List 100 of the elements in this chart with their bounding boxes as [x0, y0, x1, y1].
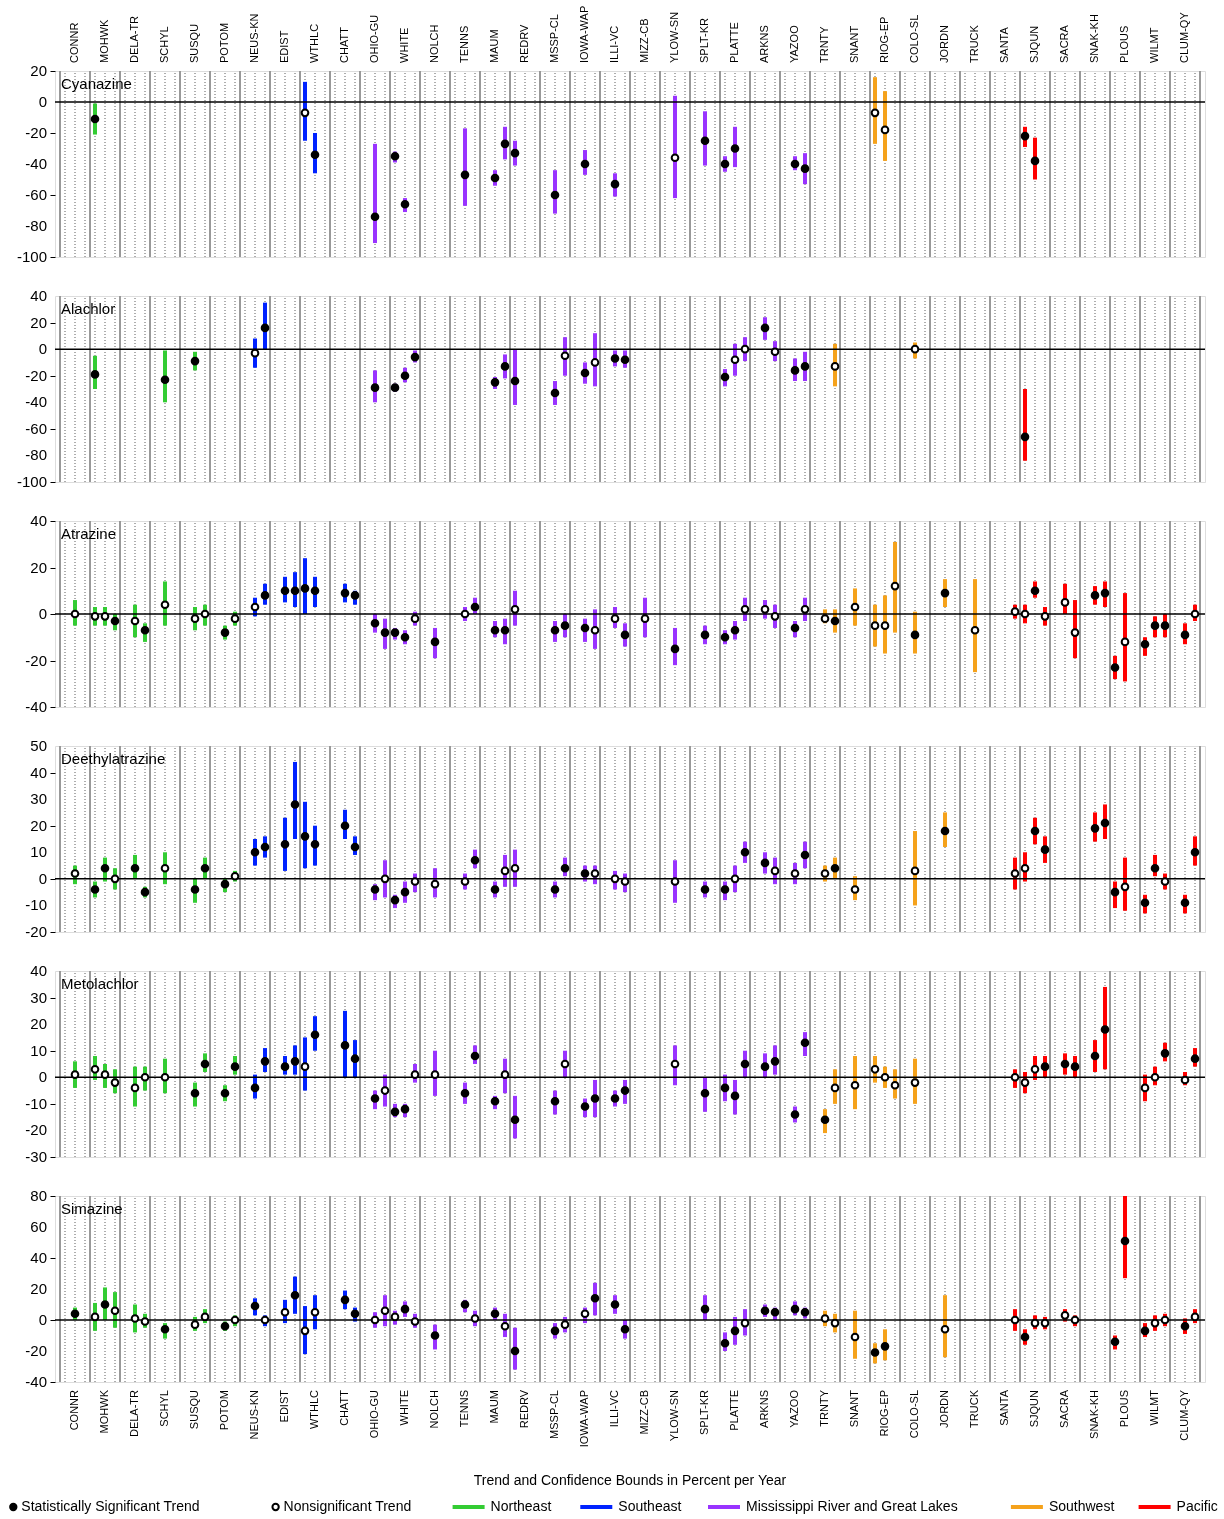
x-tick-label: SPLT-KR — [698, 1389, 710, 1436]
point — [510, 376, 520, 386]
x-tick-label: SNANT — [848, 25, 860, 63]
point — [1180, 630, 1190, 640]
x-tick-label: JORDN — [938, 25, 950, 63]
point — [430, 879, 440, 889]
point — [1020, 131, 1030, 141]
x-tick-label: SNAK-KH — [1088, 14, 1100, 63]
point — [110, 1306, 120, 1316]
point — [790, 869, 800, 878]
point — [1140, 898, 1150, 908]
point — [260, 1057, 270, 1066]
x-tick-label: SANTA — [998, 26, 1010, 63]
point — [90, 885, 100, 894]
point — [130, 863, 140, 873]
point — [190, 614, 200, 623]
point — [560, 351, 570, 361]
point — [400, 199, 410, 209]
x-tick-label: ARKNS — [758, 1390, 770, 1428]
legend-label: Nonsignificant Trend — [283, 1498, 412, 1514]
point — [410, 1070, 420, 1079]
point — [1190, 1054, 1200, 1063]
point — [670, 1059, 680, 1069]
point — [1030, 826, 1040, 836]
point — [370, 1094, 380, 1103]
point — [1070, 628, 1080, 637]
point — [720, 885, 730, 894]
x-tick-label: OHIO-GU — [368, 14, 380, 63]
point — [510, 148, 520, 158]
point — [1040, 1062, 1050, 1071]
point — [590, 1094, 600, 1103]
x-tick-label: YAZOO — [788, 1389, 800, 1428]
bar — [463, 128, 467, 206]
point — [1180, 898, 1190, 908]
x-tick-label: DELA-TR — [128, 1389, 140, 1438]
point — [940, 826, 950, 836]
x-tick-label: REDRV — [518, 24, 530, 63]
x-tick-label: MOHWK — [98, 1389, 110, 1434]
point — [290, 1290, 300, 1300]
point — [830, 362, 840, 371]
point — [100, 1300, 110, 1309]
x-tick-label: REDRV — [518, 1389, 530, 1429]
point — [730, 1326, 740, 1336]
point — [340, 821, 350, 831]
y-tick-label: -20 — [25, 366, 47, 384]
point — [910, 630, 920, 640]
point — [1060, 1059, 1070, 1069]
point — [880, 1072, 890, 1082]
point — [280, 586, 290, 596]
point — [460, 170, 470, 180]
point — [160, 863, 170, 873]
point — [340, 1295, 350, 1305]
point — [1110, 887, 1120, 897]
point — [470, 1314, 480, 1323]
point — [190, 356, 200, 366]
point — [830, 1318, 840, 1328]
point — [70, 609, 80, 619]
point — [1110, 663, 1120, 672]
point — [190, 1320, 200, 1329]
x-tick-label: TRNTY — [818, 1389, 830, 1427]
point — [790, 1110, 800, 1119]
point — [380, 628, 390, 637]
point — [770, 347, 780, 357]
point — [800, 164, 810, 173]
y-tick-label: 60 — [30, 1218, 47, 1235]
point — [560, 621, 570, 630]
point — [730, 1091, 740, 1101]
point — [970, 625, 980, 635]
point — [500, 362, 510, 371]
y-tick-label: -10 — [25, 1094, 47, 1112]
point — [90, 1065, 100, 1074]
point — [460, 1300, 470, 1309]
x-tick-label: CONNR — [68, 22, 80, 63]
point — [590, 358, 600, 367]
point — [380, 1306, 390, 1316]
point — [700, 136, 710, 146]
point — [820, 614, 830, 623]
chart-title: Metolachlor — [61, 975, 139, 992]
point — [1040, 845, 1050, 854]
x-tick-label: CHATT — [338, 1389, 350, 1426]
x-tick-label: COLO-SL — [908, 1390, 920, 1439]
point — [370, 212, 380, 222]
y-tick-label: 20 — [30, 62, 47, 79]
point — [560, 1320, 570, 1329]
y-tick-label: 30 — [30, 790, 47, 808]
chart-title: Simazine — [61, 1200, 123, 1217]
point — [380, 1086, 390, 1095]
x-tick-label: DELA-TR — [128, 15, 140, 63]
point — [100, 612, 110, 621]
point — [910, 344, 920, 354]
point — [620, 877, 630, 886]
point — [760, 1062, 770, 1071]
x-tick-label: EDIST — [278, 1389, 290, 1423]
x-tick-label: SUSQU — [188, 1389, 200, 1430]
x-tick-label: NEUS-KN — [248, 1389, 260, 1440]
y-tick-label: -40 — [25, 155, 47, 172]
point — [850, 885, 860, 894]
point — [740, 605, 750, 614]
x-tick-label: YAZOO — [788, 24, 800, 63]
x-tick-label: SJQUN — [1028, 25, 1040, 63]
